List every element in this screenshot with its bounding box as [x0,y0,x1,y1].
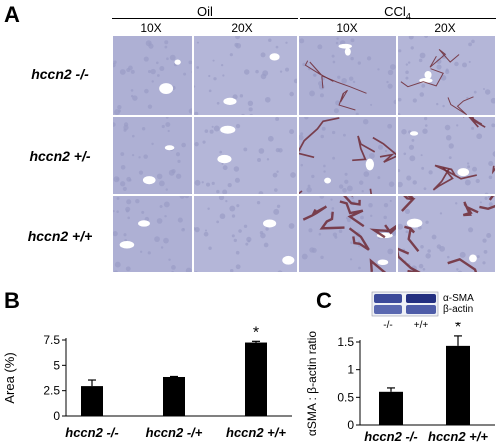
bar [245,342,267,416]
histology-tile-wildtype-ccl4-10x [298,195,397,273]
x-category-label: hccn2 -/- [364,429,417,444]
column-label-ccl4-10x: 10X [336,21,358,35]
y-tick-label: 1 [347,363,354,377]
x-category-label: hccn2 +/+ [226,425,286,440]
histology-tile-heterozygous-ccl4-20x [397,116,496,195]
y-tick-label: 2.5 [43,384,60,398]
bar-chart-b: 0 2.5 5 7.5 Area (%) hccn2 -/- hccn2 -/+ * hccn2… [2,324,292,440]
histology-tile-knockout-oil-10x [112,35,193,116]
histology-tile-knockout-ccl4-10x [298,35,397,116]
bar [163,376,185,416]
y-tick-label: 0 [347,418,354,432]
blot-row-label: β-actin [443,304,473,315]
y-tick-label: 1.5 [337,335,354,349]
blot-band-actin-knockout [374,305,402,314]
bar [81,386,103,416]
blot-lane-label: +/+ [414,320,429,331]
row-label-wildtype: hccn2 +/+ [27,228,93,244]
panel-b-letter: B [4,288,20,313]
panel-a-letter: A [4,2,20,27]
significance-marker: * [253,324,259,341]
bar [446,345,470,425]
row-label-knockout: hccn2 -/- [31,66,89,82]
bar-chart-c: 0 0.5 1 1.5 αSMA : β-actin ratio hccn2 -/- * hc… [305,322,495,444]
panel-c-letter: C [316,288,332,313]
histology-tile-wildtype-ccl4-20x [397,195,496,273]
row-label-heterozygous: hccn2 +/- [29,148,91,164]
histology-tile-heterozygous-oil-10x [112,116,193,195]
histology-tile-knockout-ccl4-20x [397,35,496,116]
blot-band-actin-wildtype [406,305,436,314]
group-label-ccl4: CCl4 [384,4,411,22]
y-tick-label: 0 [53,409,60,423]
blot-lane-label: -/- [383,320,392,331]
y-tick-label: 0.5 [337,390,354,404]
column-label-oil-20x: 20X [231,21,253,35]
column-label-oil-10x: 10X [140,21,162,35]
y-tick-label: 5 [53,358,60,372]
bar [379,391,403,425]
histology-tile-knockout-oil-20x [193,35,298,116]
histology-tile-wildtype-oil-20x [193,195,298,273]
column-label-ccl4-20x: 20X [434,21,456,35]
group-rule-ccl4 [300,18,496,19]
y-axis-label: Area (%) [2,352,17,403]
blot-band-sma-knockout [374,294,402,303]
group-rule-oil [112,18,298,19]
y-tick-label: 7.5 [43,333,60,347]
histology-tile-heterozygous-ccl4-10x [298,116,397,195]
group-label-oil: Oil [197,4,213,19]
y-axis-label: αSMA : β-actin ratio [305,331,319,437]
histology-tile-heterozygous-oil-20x [193,116,298,195]
blot-row-label: α-SMA [443,293,474,304]
x-category-label: hccn2 +/+ [428,429,488,444]
x-category-label: hccn2 -/+ [146,425,203,440]
blot-band-sma-wildtype [406,294,436,303]
histology-tile-wildtype-oil-10x [112,195,193,273]
x-category-label: hccn2 -/- [65,425,118,440]
significance-marker: * [455,322,461,336]
